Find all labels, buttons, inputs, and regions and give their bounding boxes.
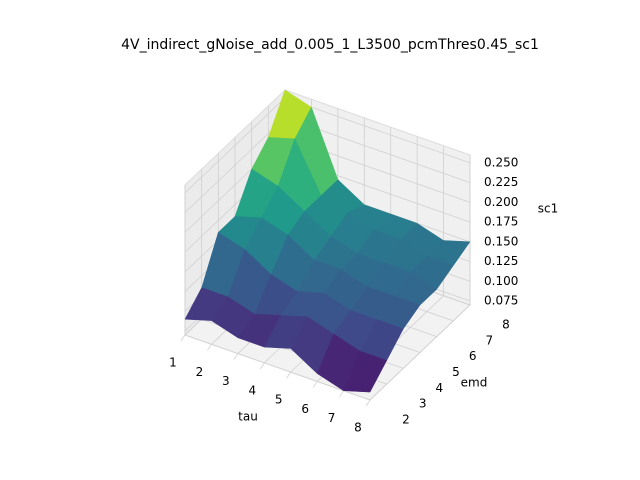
z-tick-label: 0.175 bbox=[484, 215, 518, 229]
z-tick-label: 0.075 bbox=[484, 294, 518, 308]
y-tick-label: 7 bbox=[486, 333, 494, 347]
x-tick-label: 3 bbox=[222, 374, 230, 388]
x-tick bbox=[233, 353, 239, 360]
x-tick-label: 7 bbox=[328, 411, 336, 425]
surface-patch bbox=[343, 350, 388, 393]
z-grid-line bbox=[284, 97, 471, 164]
chart-title: 4V_indirect_gNoise_add_0.005_1_L3500_pcm… bbox=[121, 37, 539, 53]
x-tick bbox=[180, 334, 186, 342]
z-tick-label: 0.100 bbox=[484, 274, 518, 288]
x-tick-label: 4 bbox=[248, 383, 256, 397]
x-tick bbox=[365, 399, 371, 407]
axis-labels: tau emd sc1 bbox=[238, 202, 558, 424]
y-tick-label: 2 bbox=[402, 413, 410, 427]
y-tick-label: 6 bbox=[469, 349, 477, 363]
z-tick-label: 0.225 bbox=[484, 175, 518, 189]
z-tick-label: 0.250 bbox=[484, 155, 518, 169]
x-tick bbox=[207, 344, 212, 351]
z-tick-label: 0.200 bbox=[484, 195, 518, 209]
x-tick-label: 5 bbox=[275, 393, 283, 407]
y-tick-label: 5 bbox=[452, 365, 460, 379]
y-tick-label: 4 bbox=[436, 381, 444, 395]
x-tick-label: 8 bbox=[354, 421, 362, 435]
z-axis-label: sc1 bbox=[538, 202, 558, 216]
x-tick bbox=[312, 381, 318, 388]
y-tick-label: 3 bbox=[419, 397, 427, 411]
x-tick bbox=[286, 371, 292, 379]
z-grid-line bbox=[184, 117, 286, 213]
surface bbox=[184, 89, 471, 393]
y-grid-line bbox=[184, 334, 371, 401]
x-axis-label: tau bbox=[238, 410, 258, 424]
z-grid-line bbox=[184, 97, 286, 194]
x-tick-label: 1 bbox=[169, 356, 177, 370]
x-tick bbox=[259, 362, 265, 370]
z-tick-label: 0.125 bbox=[484, 254, 518, 268]
y-axis-label: emd bbox=[461, 376, 488, 390]
x-tick-label: 6 bbox=[301, 402, 309, 416]
x-tick bbox=[339, 390, 344, 397]
y-tick-label: 8 bbox=[502, 318, 510, 332]
z-tick-label: 0.150 bbox=[484, 234, 518, 248]
x-tick-label: 2 bbox=[196, 365, 204, 379]
